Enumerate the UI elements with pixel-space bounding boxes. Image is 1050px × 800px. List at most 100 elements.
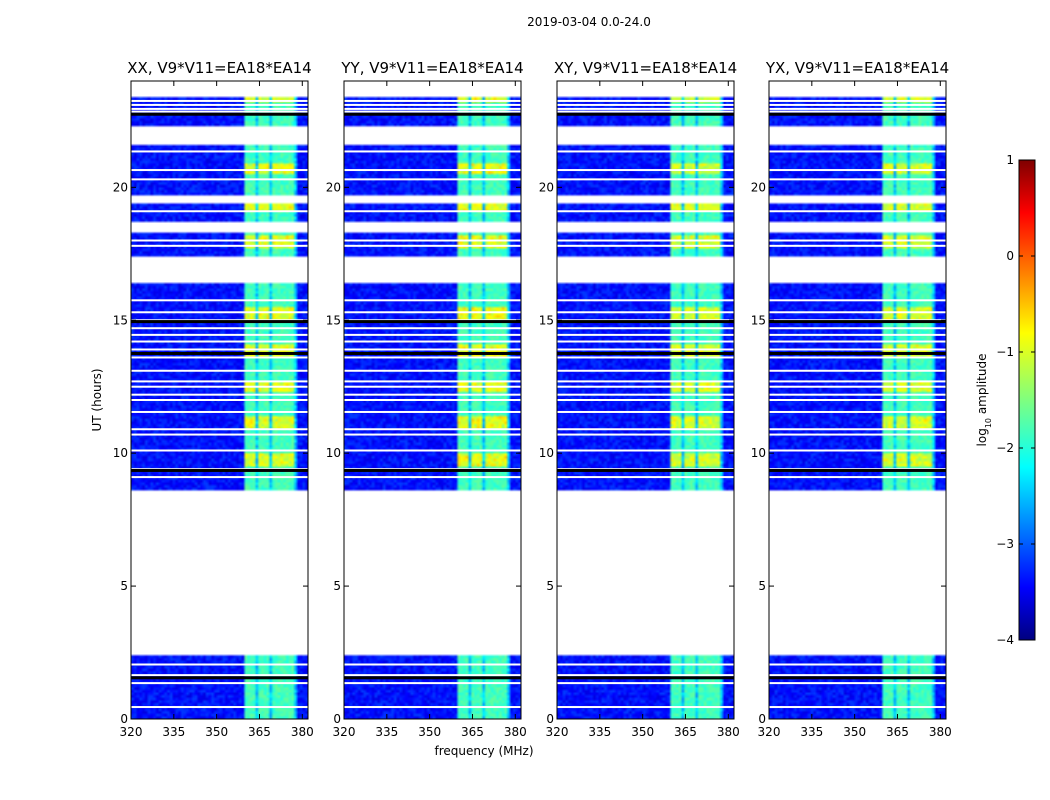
panels: 320 335 350 365 380 0 5 10 15 20 XX, V9*V11=EA18*E… bbox=[113, 59, 952, 739]
gap-line bbox=[557, 333, 734, 336]
gap-line bbox=[344, 348, 521, 351]
gap-line bbox=[344, 210, 521, 213]
gap-line bbox=[557, 340, 734, 343]
flagged-line bbox=[557, 351, 734, 355]
gap-line bbox=[131, 369, 308, 372]
gap-line bbox=[769, 178, 946, 181]
gap-line bbox=[557, 706, 734, 709]
x-tick-label: 335 bbox=[162, 725, 185, 739]
gap-line bbox=[557, 369, 734, 372]
gap-line bbox=[557, 110, 734, 113]
y-tick-label: 0 bbox=[758, 712, 766, 726]
gap-line bbox=[131, 333, 308, 336]
gap-line bbox=[769, 311, 946, 314]
gap-line bbox=[344, 311, 521, 314]
gap-line bbox=[557, 399, 734, 401]
gap-line bbox=[769, 340, 946, 343]
flagged-line bbox=[557, 112, 734, 116]
gap-line bbox=[769, 706, 946, 709]
x-tick-label: 335 bbox=[800, 725, 823, 739]
flagged-line bbox=[131, 320, 308, 324]
x-tick-label: 380 bbox=[291, 725, 314, 739]
gap-line bbox=[344, 340, 521, 343]
gap-line bbox=[557, 410, 734, 413]
colorbar-tick-label: 1 bbox=[1006, 153, 1014, 167]
gap-line bbox=[131, 682, 308, 685]
gap-line bbox=[557, 178, 734, 181]
colorbar-tick-label: −2 bbox=[996, 441, 1014, 455]
gap-line bbox=[344, 706, 521, 709]
x-tick-label: 320 bbox=[546, 725, 569, 739]
gap-line bbox=[344, 150, 521, 153]
gap-line bbox=[557, 393, 734, 396]
gap-line bbox=[557, 674, 734, 677]
x-tick-label: 380 bbox=[504, 725, 527, 739]
gap-line bbox=[344, 103, 521, 106]
gap-line bbox=[769, 239, 946, 242]
y-tick-label: 15 bbox=[326, 313, 341, 327]
gap-line bbox=[344, 239, 521, 242]
gap-line bbox=[344, 476, 521, 479]
gap-line bbox=[557, 210, 734, 213]
gap-line bbox=[769, 428, 946, 431]
x-tick-label: 350 bbox=[205, 725, 228, 739]
gap-line bbox=[769, 356, 946, 359]
y-tick-label: 0 bbox=[546, 712, 554, 726]
flagged-line bbox=[557, 320, 734, 324]
panel-frame bbox=[768, 80, 947, 720]
y-tick-label: 10 bbox=[113, 446, 128, 460]
gap-line bbox=[557, 169, 734, 172]
gap-line bbox=[344, 385, 521, 388]
gap-line bbox=[769, 476, 946, 479]
gap-line bbox=[557, 428, 734, 431]
gap-line bbox=[131, 244, 308, 247]
gap-line bbox=[131, 99, 308, 102]
y-tick-label: 5 bbox=[333, 579, 341, 593]
gap-line bbox=[131, 178, 308, 181]
gap-line bbox=[131, 169, 308, 172]
gap-line bbox=[344, 110, 521, 113]
panel-title: XX, V9*V11=EA18*EA14 bbox=[127, 59, 311, 77]
gap-line bbox=[131, 299, 308, 302]
gap-line bbox=[344, 399, 521, 401]
colorbar-tick-label: −3 bbox=[996, 537, 1014, 551]
y-tick-label: 15 bbox=[539, 313, 554, 327]
gap-line bbox=[769, 393, 946, 396]
gap-line bbox=[557, 380, 734, 383]
y-tick-label: 20 bbox=[113, 180, 128, 194]
x-tick-label: 365 bbox=[461, 725, 484, 739]
gap-line bbox=[557, 107, 734, 110]
x-tick-label: 380 bbox=[717, 725, 740, 739]
gap-line bbox=[344, 663, 521, 666]
gap-line bbox=[131, 399, 308, 401]
colorbar-tick-label: 0 bbox=[1006, 249, 1014, 263]
gap-line bbox=[131, 356, 308, 359]
y-tick-label: 10 bbox=[326, 446, 341, 460]
flagged-line bbox=[131, 676, 308, 680]
gap-line bbox=[769, 663, 946, 666]
gap-line bbox=[769, 399, 946, 401]
gap-line bbox=[344, 682, 521, 685]
flagged-line bbox=[769, 351, 946, 355]
colorbar: −4 −3 −2 −1 0 1 log10 amplitude bbox=[975, 153, 1036, 647]
gap-line bbox=[769, 107, 946, 110]
gap-line bbox=[557, 327, 734, 330]
y-tick-label: 10 bbox=[539, 446, 554, 460]
panel-title: YX, V9*V11=EA18*EA14 bbox=[765, 59, 949, 77]
flagged-line bbox=[131, 468, 308, 472]
gap-line bbox=[557, 476, 734, 479]
y-tick-label: 20 bbox=[539, 180, 554, 194]
flagged-line bbox=[557, 676, 734, 680]
panel: 320 335 350 365 380 0 5 10 15 20 XY, V9*V11=EA18*E… bbox=[539, 59, 740, 739]
gap-line bbox=[769, 99, 946, 102]
gap-line bbox=[769, 449, 946, 452]
y-tick-label: 5 bbox=[546, 579, 554, 593]
gap-line bbox=[769, 327, 946, 330]
gap-line bbox=[131, 393, 308, 396]
gap-line bbox=[769, 674, 946, 677]
flagged-line bbox=[344, 320, 521, 324]
gap-line bbox=[557, 356, 734, 359]
colorbar-label-sub: 10 bbox=[984, 418, 993, 428]
x-tick-label: 320 bbox=[758, 725, 781, 739]
colorbar-label-prefix: log bbox=[975, 428, 989, 446]
